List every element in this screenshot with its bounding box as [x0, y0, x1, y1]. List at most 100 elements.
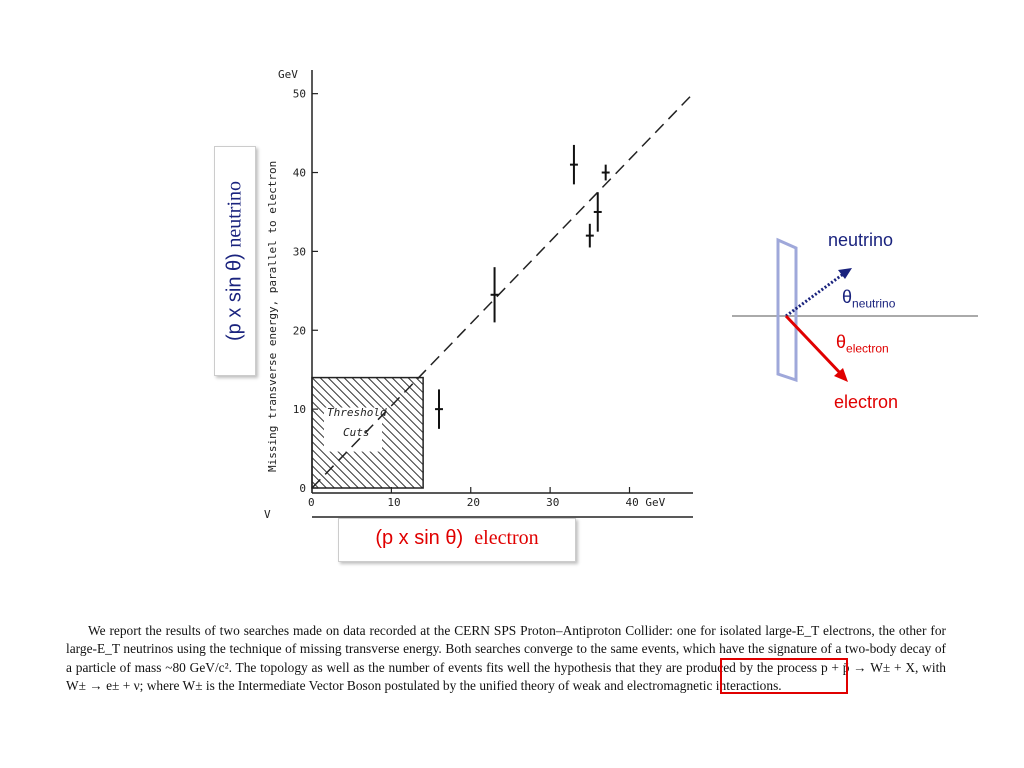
neutrino-arrow [785, 270, 847, 318]
hatch-line [464, 378, 574, 488]
hatch-line [568, 378, 678, 488]
theta-electron-symbol: θ [836, 332, 847, 352]
x-tick-label: 40 GeV [626, 496, 666, 509]
y-tick-label: 30 [293, 245, 306, 258]
hatch-line [520, 378, 630, 488]
plot-axes: 0 10 20 30 40 50 0 10 20 30 40 GeV [293, 70, 693, 518]
abstract-text: We report the results of two searches ma… [66, 622, 946, 695]
threshold-label-1: Threshold [327, 406, 387, 419]
hatch-line [168, 378, 278, 488]
hatch-line [312, 464, 335, 488]
data-point [435, 389, 443, 429]
theta-electron-label: θelectron [836, 332, 889, 356]
hatch-line [312, 448, 351, 488]
hatch-line [128, 378, 238, 488]
hatch-line [496, 378, 606, 488]
footer-mark: V [264, 508, 271, 521]
hatch-line [432, 378, 542, 488]
y-tick-label: 40 [293, 167, 306, 180]
hatch-line [407, 377, 424, 394]
hatch-line [415, 377, 424, 386]
hatch-line [472, 378, 582, 488]
hatch-line [383, 377, 424, 418]
data-point [585, 223, 594, 248]
y-axis-callout: (p x sin θ) neutrino [214, 146, 256, 376]
y-callout-suffix: neutrino [223, 180, 246, 248]
hatch-line [584, 378, 694, 488]
y-tick-label: 0 [299, 482, 306, 495]
electron-arrow [784, 314, 844, 377]
hatch-line [560, 378, 670, 488]
abstract-paragraph: We report the results of two searches ma… [66, 623, 946, 693]
hatch-line [359, 377, 424, 442]
y-axis-label: Missing transverse energy, parallel to e… [266, 161, 279, 472]
electron-label: electron [834, 392, 899, 412]
electron-arrowhead-icon [834, 368, 848, 382]
neutrino-label: neutrino [828, 230, 894, 250]
hatch-line [327, 377, 424, 474]
theta-neutrino-sub: neutrino [852, 296, 896, 311]
x-callout-prefix: (p x sin θ) [375, 527, 464, 549]
hatch-line [399, 377, 424, 402]
x-tick-label: 10 [387, 496, 400, 509]
hatch-line [504, 378, 614, 488]
data-point [569, 144, 578, 185]
x-axis-callout: (p x sin θ) electron [338, 518, 576, 562]
hatch-line [367, 377, 424, 434]
data-point [601, 164, 610, 181]
hatch-lines [112, 377, 710, 488]
hatch-line [391, 377, 424, 410]
hatch-line [552, 378, 662, 488]
y-tick-label: 50 [293, 88, 306, 101]
hatch-line [136, 378, 246, 488]
hatch-line [592, 378, 702, 488]
decay-diagram [732, 237, 978, 383]
hatch-line [120, 378, 230, 488]
theta-electron-sub: electron [846, 341, 889, 356]
hatch-line [312, 424, 375, 488]
hatch-line [312, 480, 319, 488]
hatch-line [480, 378, 590, 488]
hatch-line [192, 378, 302, 488]
threshold-box [311, 376, 424, 489]
hatch-line [335, 377, 424, 466]
hatch-line [448, 378, 558, 488]
hatch-line [488, 378, 598, 488]
hatch-line [112, 378, 222, 488]
x-callout-suffix: electron [474, 527, 539, 549]
threshold-label-2: Cuts [343, 426, 370, 439]
data-point [490, 267, 499, 323]
hatch-line [144, 378, 254, 488]
hatch-line [600, 378, 710, 488]
hatch-line [160, 378, 270, 488]
x-tick-label: 0 [308, 496, 315, 509]
hatch-line [343, 377, 424, 458]
data-point [593, 192, 602, 232]
detector-plane [776, 237, 798, 383]
fit-line [311, 93, 694, 489]
hatch-line [576, 378, 686, 488]
neutrino-arrowhead-icon [838, 268, 852, 279]
hatch-line [351, 377, 424, 450]
y-tick-label: 10 [293, 403, 306, 416]
hatch-line [424, 378, 534, 488]
x-tick-label: 20 [467, 496, 480, 509]
mass-highlight-box [720, 658, 848, 694]
threshold-region [112, 376, 710, 489]
theta-neutrino-label: θneutrino [842, 287, 895, 311]
hatch-line [312, 456, 343, 488]
hatch-line [200, 378, 310, 488]
hatch-line [456, 378, 566, 488]
hatch-line [440, 378, 550, 488]
hatch-line [512, 378, 622, 488]
x-tick-label: 30 [546, 496, 559, 509]
hatch-line [312, 440, 359, 488]
hatch-line [528, 378, 638, 488]
data-points [311, 93, 694, 489]
y-unit-label: GeV [278, 68, 298, 81]
hatch-line [152, 378, 262, 488]
theta-neutrino-symbol: θ [842, 287, 853, 307]
threshold-label-bg [324, 407, 382, 452]
hatch-line [375, 377, 424, 426]
